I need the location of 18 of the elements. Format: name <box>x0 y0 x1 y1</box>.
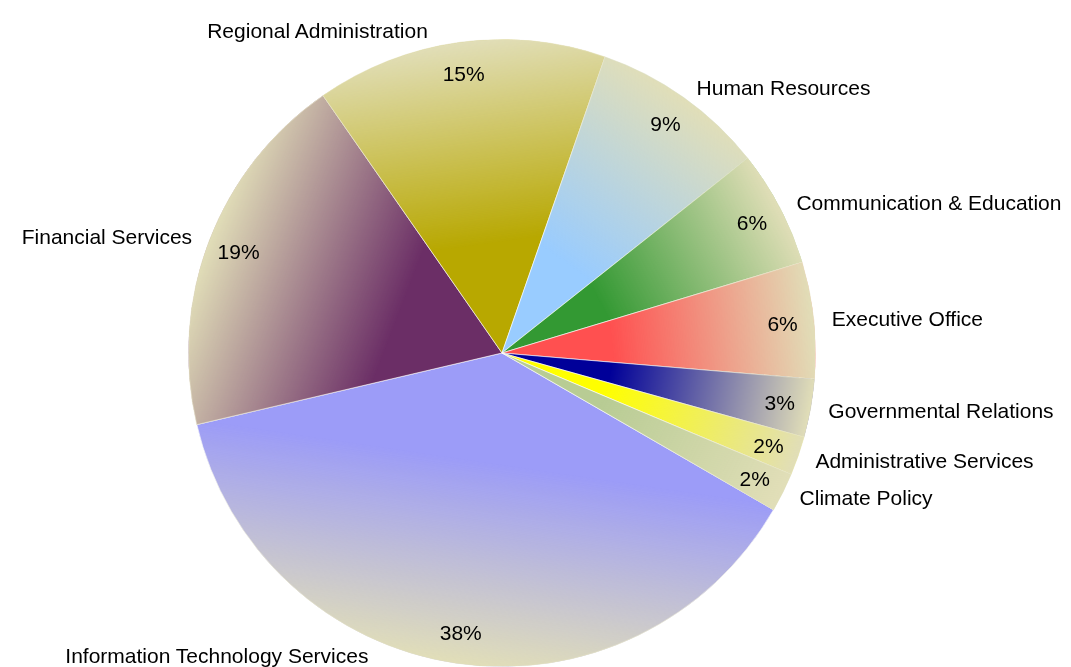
data-label: 2% <box>739 466 770 490</box>
slice-label: Regional Administration <box>207 19 428 43</box>
slice-label: Financial Services <box>21 224 193 248</box>
data-label: 19% <box>217 240 260 264</box>
slice-label: Executive Office <box>831 307 984 331</box>
slice-label: Human Resources <box>696 76 871 100</box>
data-label: 3% <box>764 391 795 415</box>
slice-label: Climate Policy <box>799 486 934 510</box>
slice-label: Information Technology Services <box>65 643 369 667</box>
slice-label: Administrative Services <box>815 448 1034 472</box>
data-label: 6% <box>767 312 798 336</box>
data-label: 6% <box>736 210 768 234</box>
data-label: 2% <box>753 434 784 458</box>
data-label: 38% <box>439 620 482 644</box>
slice-label: Governmental Relations <box>828 399 1054 423</box>
data-label: 9% <box>650 111 681 135</box>
data-label: 15% <box>442 61 485 85</box>
slice-label: Communication & Education <box>796 190 1062 214</box>
